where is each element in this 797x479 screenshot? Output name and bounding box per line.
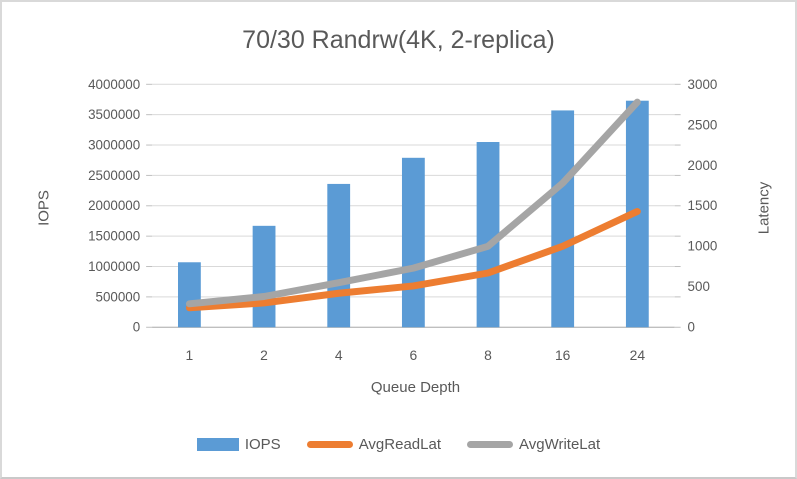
x-tick-label: 2 [260, 347, 268, 363]
y-right-tick-label: 500 [688, 279, 710, 294]
y-left-tick-label: 2500000 [88, 168, 140, 183]
y-axis-title-left: IOPS [35, 190, 53, 226]
x-tick-label: 4 [335, 347, 343, 363]
bar-qd-2 [252, 225, 276, 328]
y-right-tick-label: 2500 [688, 117, 718, 132]
chart-title: 70/30 Randrw(4K, 2-replica) [242, 26, 555, 54]
legend: IOPS AvgReadLat AvgWriteLat [2, 436, 795, 453]
y-left-tick-label: 2000000 [88, 198, 140, 213]
y-right-tick-label: 0 [688, 320, 695, 335]
legend-label-avgreadlat: AvgReadLat [358, 436, 441, 453]
legend-swatch-avgwritelat-line [467, 441, 513, 448]
y-right-tick-label: 1000 [688, 239, 718, 254]
x-axis-title: Queue Depth [370, 379, 461, 396]
x-tick-label: 6 [410, 347, 418, 363]
legend-label-iops: IOPS [244, 436, 281, 453]
legend-item-avgreadlat: AvgReadLat [306, 436, 441, 453]
legend-label-avgwritelat: AvgWriteLat [519, 436, 601, 453]
bar-qd-16 [551, 110, 575, 328]
bar-qd-6 [401, 157, 425, 328]
legend-item-iops: IOPS [196, 436, 281, 453]
bar-qd-8 [476, 142, 500, 328]
x-tick-label: 8 [484, 347, 492, 363]
y-right-tick-label: 1500 [688, 198, 718, 213]
legend-swatch-iops-bar [196, 438, 239, 451]
legend-swatch-avgreadlat-line [306, 441, 353, 448]
y-left-tick-label: 3500000 [88, 107, 140, 122]
y-right-tick-label: 3000 [688, 77, 718, 92]
y-left-tick-label: 3000000 [88, 138, 140, 153]
line-avgreadlat [185, 207, 641, 312]
y-right-tick-label: 2000 [688, 158, 718, 173]
y-left-tick-label: 1000000 [88, 259, 140, 274]
bar-qd-1 [177, 262, 201, 328]
y-left-tick-label: 0 [133, 320, 140, 335]
y-left-tick-label: 1500000 [88, 229, 140, 244]
legend-item-avgwritelat: AvgWriteLat [467, 436, 600, 453]
line-avgwritelat [185, 98, 641, 308]
x-tick-label: 1 [186, 347, 194, 363]
y-left-tick-label: 4000000 [88, 77, 140, 92]
x-tick-label: 24 [630, 347, 646, 363]
y-axis-title-right: Latency [755, 181, 773, 235]
bar-qd-4 [327, 183, 351, 328]
x-tick-label: 16 [555, 347, 571, 363]
y-left-tick-label: 500000 [96, 289, 141, 304]
